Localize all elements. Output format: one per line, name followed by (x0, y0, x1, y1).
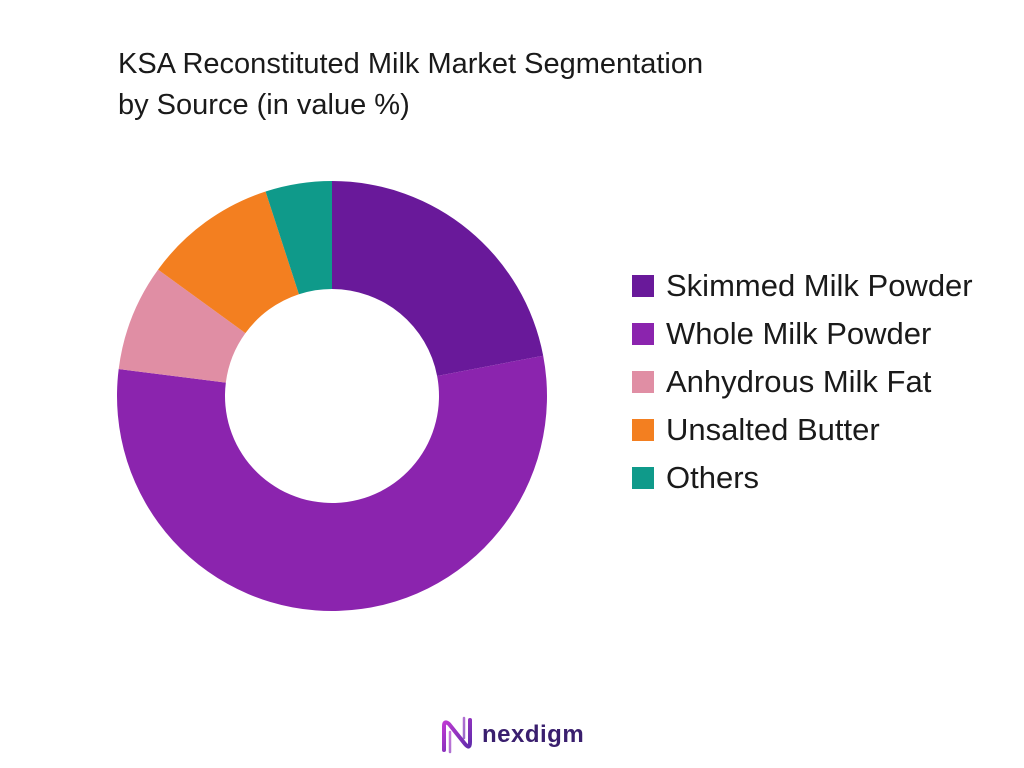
chart-legend: Skimmed Milk Powder Whole Milk Powder Anhy… (632, 262, 973, 502)
chart-title-line-2: by Source (in value %) (118, 89, 410, 121)
legend-swatch (632, 419, 654, 441)
donut-slice-whole-milk-powder (117, 355, 548, 612)
legend-swatch (632, 371, 654, 393)
legend-item-skimmed-milk-powder: Skimmed Milk Powder (632, 262, 973, 310)
donut-slice-others (265, 181, 332, 295)
legend-swatch (632, 275, 654, 297)
legend-label: Skimmed Milk Powder (666, 268, 973, 303)
legend-swatch (632, 467, 654, 489)
donut-slice-skimmed-milk-powder (332, 181, 544, 376)
legend-item-others: Others (632, 454, 973, 502)
legend-label: Anhydrous Milk Fat (666, 364, 932, 399)
footer: nexdigm (440, 716, 584, 754)
donut-slice-anhydrous-milk-fat (118, 269, 246, 383)
legend-swatch (632, 323, 654, 345)
legend-item-unsalted-butter: Unsalted Butter (632, 406, 973, 454)
legend-label: Unsalted Butter (666, 412, 880, 447)
nexdigm-logo-icon (442, 716, 472, 754)
legend-item-whole-milk-powder: Whole Milk Powder (632, 310, 973, 358)
legend-item-anhydrous-milk-fat: Anhydrous Milk Fat (632, 358, 973, 406)
brand-name: nexdigm (482, 721, 585, 748)
legend-label: Whole Milk Powder (666, 316, 932, 351)
chart-title: KSA Reconstituted Milk Market Segmentati… (118, 44, 878, 126)
donut-slice-unsalted-butter (158, 191, 299, 334)
chart-title-line-1: KSA Reconstituted Milk Market Segmentati… (118, 48, 704, 80)
legend-label: Others (666, 460, 760, 495)
